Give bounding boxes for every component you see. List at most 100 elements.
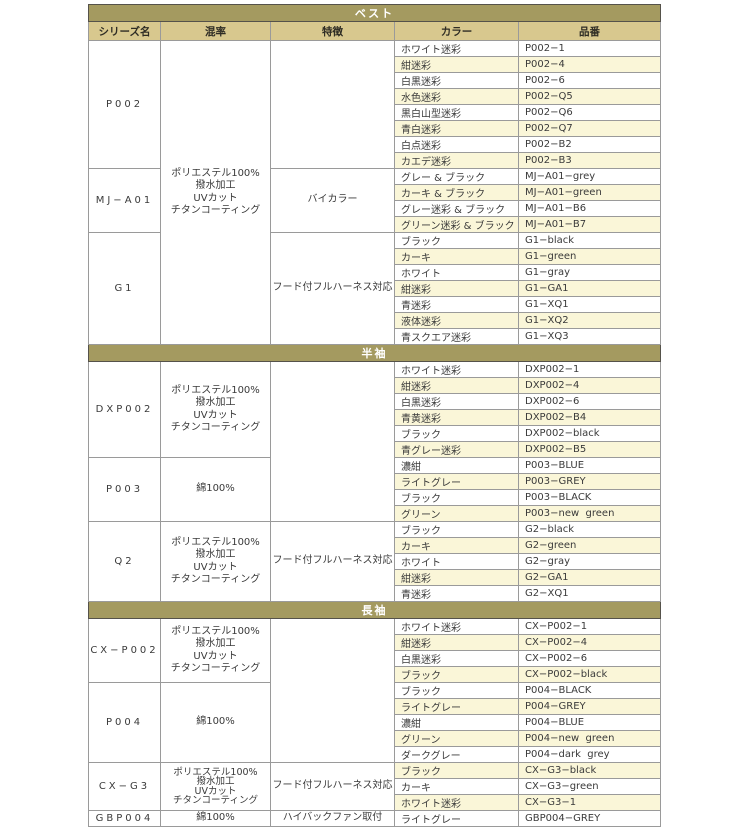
product-code-cell: G2−green <box>518 537 661 554</box>
color-name-cell: 青迷彩 <box>394 296 519 313</box>
table-row: カーキ & ブラック MJ−A01−green <box>89 184 661 201</box>
series-cell: P002 <box>88 40 161 169</box>
feature-cell: ハイバックファン取付 <box>270 810 395 827</box>
color-name-cell: ライトグレー <box>394 810 519 827</box>
color-name-cell: 青黄迷彩 <box>394 409 519 426</box>
color-name-cell: 紺迷彩 <box>394 56 519 73</box>
color-name-cell: 青スクエア迷彩 <box>394 328 519 345</box>
product-code-cell: MJ−A01−grey <box>518 168 661 185</box>
series-cell: G1 <box>88 232 161 345</box>
table-row: 紺迷彩 G1−GA1 <box>89 280 661 297</box>
product-code-cell: P002−4 <box>518 56 661 73</box>
table-row: 紺迷彩 CX−P002−4 <box>89 634 661 651</box>
color-name-cell: グレー迷彩 & ブラック <box>394 200 519 217</box>
color-name-cell: グレー & ブラック <box>394 168 519 185</box>
color-name-cell: カーキ <box>394 248 519 265</box>
color-name-cell: ホワイト迷彩 <box>394 40 519 57</box>
table-row: 白点迷彩 P002−B2 <box>89 136 661 153</box>
product-code-cell: CX−P002−4 <box>518 634 661 651</box>
product-code-cell: P003−BLUE <box>518 457 661 474</box>
series-cell: GBP004 <box>88 810 161 827</box>
color-name-cell: ホワイト <box>394 553 519 570</box>
color-name-cell: グリーン迷彩 & ブラック <box>394 216 519 233</box>
series-cell: MJ−A01 <box>88 168 161 233</box>
product-code-cell: P004−GREY <box>518 698 661 715</box>
product-code-cell: G1−GA1 <box>518 280 661 297</box>
product-code-cell: G1−gray <box>518 264 661 281</box>
series-cell: DXP002 <box>88 361 161 458</box>
color-name-cell: 青迷彩 <box>394 585 519 602</box>
color-name-cell: ブラック <box>394 489 519 506</box>
table-row: グリーン P003−new green <box>89 505 661 522</box>
color-name-cell: 濃紺 <box>394 457 519 474</box>
table-row: ライトグレー P003−GREY <box>89 473 661 490</box>
feature-cell: フード付フルハーネス対応 <box>270 232 395 345</box>
product-code-cell: DXP002−1 <box>518 361 661 378</box>
series-cell: CX−P002 <box>88 618 161 683</box>
product-code-cell: G2−black <box>518 521 661 538</box>
color-name-cell: 青グレー迷彩 <box>394 441 519 458</box>
product-code-cell: MJ−A01−B6 <box>518 200 661 217</box>
color-name-cell: カーキ & ブラック <box>394 184 519 201</box>
table-row: 青スクエア迷彩 G1−XQ3 <box>89 328 661 345</box>
color-name-cell: ブラック <box>394 682 519 699</box>
blend-cell: ポリエステル100% 撥水加工 UVカット チタンコーティング <box>160 618 271 683</box>
table-row: P002 ポリエステル100% 撥水加工 UVカット チタンコーティング ホワイト迷… <box>88 40 661 345</box>
color-name-cell: 紺迷彩 <box>394 377 519 394</box>
blend-cell: 綿100% <box>160 810 271 827</box>
table-row: CX−P002 ポリエステル100% 撥水加工 UVカット チタンコーティング ホワ… <box>88 618 661 763</box>
blend-cell: ポリエステル100% 撥水加工 UVカット チタンコーティング <box>160 762 271 811</box>
color-name-cell: グリーン <box>394 730 519 747</box>
color-name-cell: カーキ <box>394 537 519 554</box>
blend-cell: ポリエステル100% 撥水加工 UVカット チタンコーティング <box>160 40 271 345</box>
product-code-cell: G2−GA1 <box>518 569 661 586</box>
table-body: ベスト シリーズ名 混率 特徴 カラー 品番 P002 ポリエステル100% 撥水加工 UVカ… <box>88 4 661 827</box>
blend-cell: 綿100% <box>160 682 271 763</box>
table-row: 液体迷彩 G1−XQ2 <box>89 312 661 329</box>
feature-cell <box>270 361 395 522</box>
column-header-code: 品番 <box>518 21 661 41</box>
table-row: 黒白山型迷彩 P002−Q6 <box>89 104 661 121</box>
table-row: 白黒迷彩 P002−6 <box>89 72 661 89</box>
color-name-cell: ブラック <box>394 425 519 442</box>
feature-cell: フード付フルハーネス対応 <box>270 521 395 602</box>
product-code-cell: DXP002−black <box>518 425 661 442</box>
product-code-cell: CX−P002−1 <box>518 618 661 635</box>
product-code-cell: P004−BLUE <box>518 714 661 731</box>
color-name-cell: ブラック <box>394 521 519 538</box>
section-header-half-sleeve: 半袖 <box>88 344 661 362</box>
table-row: P003 綿100% 濃紺 P003−BLUE <box>88 457 661 522</box>
table-row: カエデ迷彩 P002−B3 <box>89 152 661 169</box>
color-name-cell: 白黒迷彩 <box>394 393 519 410</box>
product-code-cell: P003−new green <box>518 505 661 522</box>
blend-cell: 綿100% <box>160 457 271 522</box>
product-code-cell: CX−P002−black <box>518 666 661 683</box>
column-header-blend: 混率 <box>160 21 271 41</box>
color-name-cell: 黒白山型迷彩 <box>394 104 519 121</box>
feature-cell: フード付フルハーネス対応 <box>270 762 395 811</box>
product-code-cell: G1−XQ2 <box>518 312 661 329</box>
column-header-series: シリーズ名 <box>88 21 161 41</box>
column-header-row: シリーズ名 混率 特徴 カラー 品番 <box>88 21 661 41</box>
product-code-cell: P002−Q7 <box>518 120 661 137</box>
color-name-cell: 液体迷彩 <box>394 312 519 329</box>
product-code-cell: G1−XQ3 <box>518 328 661 345</box>
table-row: ホワイト G1−gray <box>89 264 661 281</box>
color-name-cell: ライトグレー <box>394 473 519 490</box>
table-row: ライトグレー P004−GREY <box>89 698 661 715</box>
color-name-cell: 紺迷彩 <box>394 569 519 586</box>
product-code-cell: DXP002−B5 <box>518 441 661 458</box>
table-row: 青迷彩 G1−XQ1 <box>89 296 661 313</box>
color-name-cell: ブラック <box>394 232 519 249</box>
color-name-cell: ホワイト迷彩 <box>394 361 519 378</box>
table-row: 紺迷彩 DXP002−4 <box>89 377 661 394</box>
product-code-cell: DXP002−6 <box>518 393 661 410</box>
color-name-cell: 濃紺 <box>394 714 519 731</box>
color-name-cell: 白黒迷彩 <box>394 72 519 89</box>
color-name-cell: ホワイト迷彩 <box>394 618 519 635</box>
color-name-cell: 水色迷彩 <box>394 88 519 105</box>
table-row: 白黒迷彩 CX−P002−6 <box>89 650 661 667</box>
series-cell: P003 <box>88 457 161 522</box>
product-code-cell: MJ−A01−B7 <box>518 216 661 233</box>
color-name-cell: カエデ迷彩 <box>394 152 519 169</box>
